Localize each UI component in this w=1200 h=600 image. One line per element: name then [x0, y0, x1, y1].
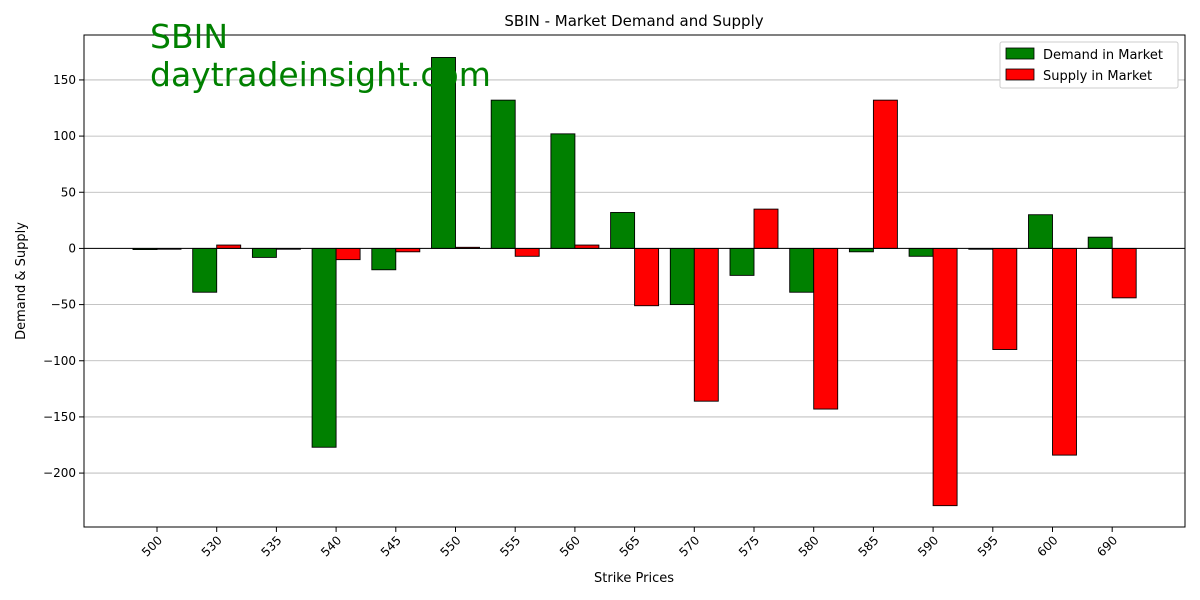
- y-tick-label: −200: [43, 466, 76, 480]
- supply-bar-575: [753, 208, 779, 249]
- supply-bar-600: [1052, 247, 1077, 456]
- demand-bar-580: [789, 247, 815, 293]
- y-tick-label: −50: [51, 298, 76, 312]
- demand-bar-600: [1028, 214, 1053, 249]
- demand-bar-590: [908, 247, 934, 257]
- demand-bar-555: [490, 99, 516, 249]
- x-tick-label: 590: [915, 533, 941, 559]
- legend-frame: [999, 41, 1179, 89]
- x-tick-label: 545: [378, 533, 404, 559]
- supply-bar-555: [514, 247, 540, 257]
- y-tick-label: 0: [68, 241, 76, 255]
- demand-bar-570: [669, 247, 695, 306]
- legend-label-demand: Demand in Market: [1043, 48, 1163, 63]
- x-tick-label: 540: [318, 533, 344, 559]
- demand-bar-585: [848, 247, 874, 253]
- supply-bar-595: [992, 247, 1018, 350]
- x-tick-label: 560: [557, 533, 583, 559]
- x-tick-label: 530: [199, 533, 225, 559]
- y-tick-label: 150: [53, 73, 76, 87]
- x-tick-label: 550: [438, 533, 464, 559]
- x-axis-label: Strike Prices: [594, 571, 674, 586]
- x-tick-label: 600: [1035, 533, 1061, 559]
- supply-bar-690: [1111, 247, 1137, 299]
- supply-bar-590: [932, 247, 958, 507]
- y-tick-label: −100: [43, 354, 76, 368]
- supply-bar-560: [574, 244, 600, 249]
- y-tick-label: 100: [53, 129, 76, 143]
- legend-swatch-supply: [1005, 68, 1035, 81]
- x-ticks: 500 530 535 540 545 550 555 560 565 570 575 580 585 5…: [139, 527, 1120, 559]
- supply-bar-570: [693, 247, 719, 402]
- x-tick-label: 500: [139, 533, 165, 559]
- watermark-site: daytradeinsight.com: [150, 55, 491, 94]
- legend-label-supply: Supply in Market: [1043, 69, 1152, 84]
- supply-bar-580: [813, 247, 839, 410]
- y-ticks: −200 −150 −100 −50 0 50 100 150: [43, 73, 84, 480]
- watermark-ticker: SBIN: [150, 17, 228, 56]
- legend-swatch-demand: [1005, 47, 1035, 60]
- y-axis-label: Demand & Supply: [14, 222, 29, 340]
- chart-title: SBIN - Market Demand and Supply: [504, 12, 763, 30]
- demand-bar-560: [550, 133, 576, 249]
- demand-bar-530: [192, 247, 218, 293]
- demand-bar-540: [311, 247, 337, 448]
- x-tick-label: 565: [617, 533, 643, 559]
- x-tick-label: 595: [975, 533, 1001, 559]
- y-tick-label: −150: [43, 410, 76, 424]
- demand-bar-690: [1087, 236, 1113, 249]
- x-tick-label: 555: [497, 533, 523, 559]
- x-tick-label: 535: [258, 533, 284, 559]
- bars: [132, 57, 1137, 507]
- demand-bar-575: [729, 247, 755, 276]
- x-tick-label: 580: [796, 533, 822, 559]
- x-tick-label: 585: [855, 533, 881, 559]
- supply-bar-585: [872, 99, 898, 249]
- x-tick-label: 690: [1094, 533, 1120, 559]
- demand-bar-565: [610, 212, 636, 249]
- demand-bar-545: [371, 247, 397, 271]
- x-tick-label: 570: [676, 533, 702, 559]
- supply-bar-565: [634, 247, 660, 307]
- y-tick-label: 50: [61, 185, 76, 199]
- supply-bar-530: [216, 244, 242, 249]
- supply-bar-545: [395, 247, 421, 253]
- x-tick-label: 575: [736, 533, 762, 559]
- legend: Demand in Market Supply in Market: [999, 41, 1179, 89]
- demand-bar-535: [251, 247, 277, 258]
- supply-bar-540: [335, 247, 361, 261]
